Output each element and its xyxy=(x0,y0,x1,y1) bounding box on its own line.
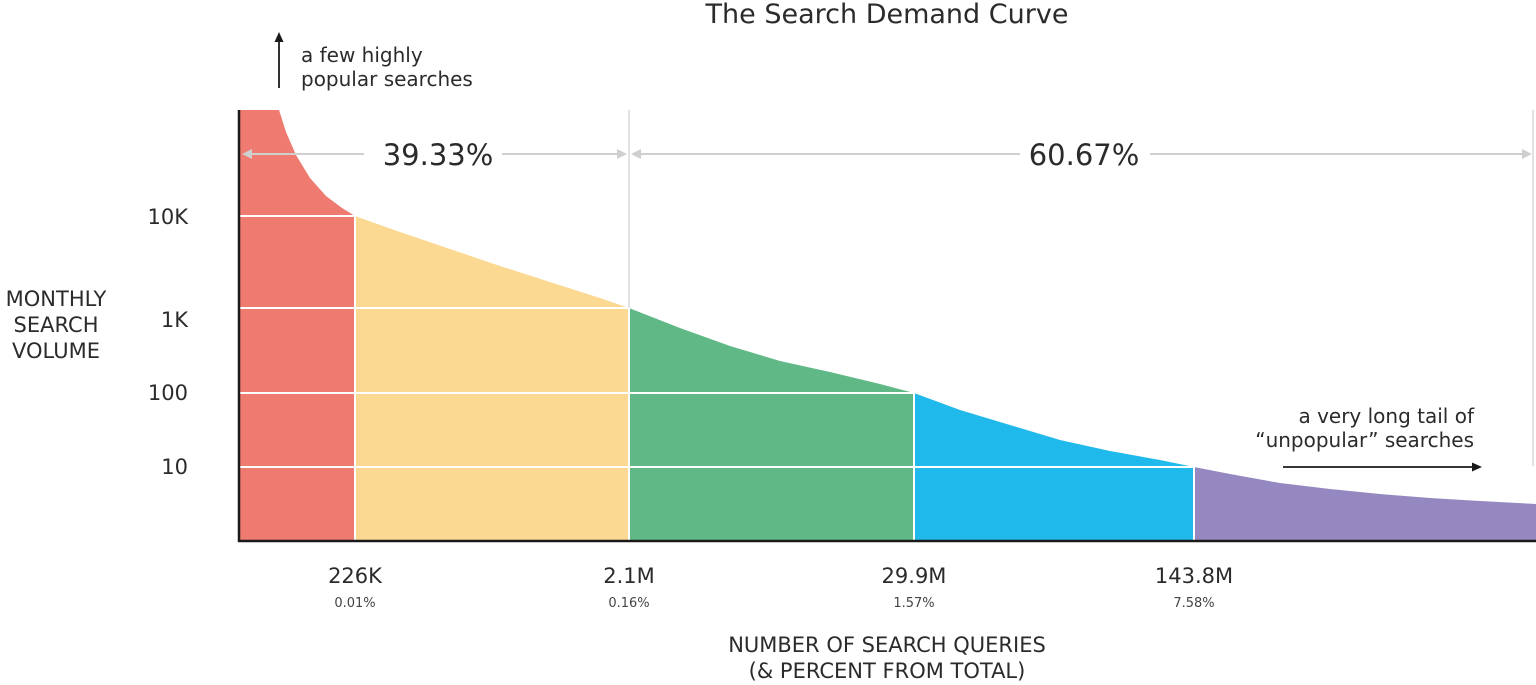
gridlines xyxy=(239,215,1194,468)
head-annotation-line: popular searches xyxy=(301,67,473,91)
y-tick-label: 1K xyxy=(161,308,189,332)
curve-segment-3 xyxy=(629,308,914,541)
x-break-percent: 0.01% xyxy=(334,596,375,611)
left-arrowhead-icon xyxy=(242,149,252,159)
y-tick-label: 100 xyxy=(148,381,188,405)
right-arrow-icon xyxy=(1472,462,1482,472)
y-axis-label-line: VOLUME xyxy=(12,339,100,363)
x-break-percent: 1.57% xyxy=(893,596,934,611)
up-arrow-icon xyxy=(274,32,284,42)
y-tick-label: 10 xyxy=(161,455,188,479)
chart-title: The Search Demand Curve xyxy=(705,0,1069,30)
traffic-share-arrows xyxy=(242,149,1532,159)
x-axis-label-line: NUMBER OF SEARCH QUERIES xyxy=(728,633,1046,657)
tail-annotation-line: a very long tail of xyxy=(1298,404,1474,428)
segment-dividers xyxy=(354,110,1534,541)
x-break-label: 2.1M xyxy=(603,564,655,588)
traffic-share-label-tail: 60.67% xyxy=(1029,138,1140,172)
curve-segment-1 xyxy=(239,110,355,541)
y-tick-label: 10K xyxy=(148,205,190,229)
right-arrowhead-icon xyxy=(1522,149,1532,159)
curve-segment-2 xyxy=(355,216,629,541)
curve-segment-5 xyxy=(1194,467,1536,541)
x-break-label: 226K xyxy=(328,564,383,588)
x-break-label: 29.9M xyxy=(882,564,947,588)
left-arrowhead-icon xyxy=(631,149,641,159)
right-arrowhead-icon xyxy=(617,149,627,159)
traffic-share-label-head: 39.33% xyxy=(383,138,494,172)
curve-segments xyxy=(239,110,1536,541)
head-annotation-line: a few highly xyxy=(301,43,423,67)
tail-annotation-line: “unpopular” searches xyxy=(1255,428,1474,452)
y-axis-label-line: SEARCH xyxy=(14,313,99,337)
x-break-percent: 7.58% xyxy=(1173,596,1214,611)
x-break-percent: 0.16% xyxy=(608,596,649,611)
x-axis-label-line: (& PERCENT FROM TOTAL) xyxy=(749,659,1026,683)
x-break-label: 143.8M xyxy=(1155,564,1233,588)
y-axis-label-line: MONTHLY xyxy=(6,287,107,311)
